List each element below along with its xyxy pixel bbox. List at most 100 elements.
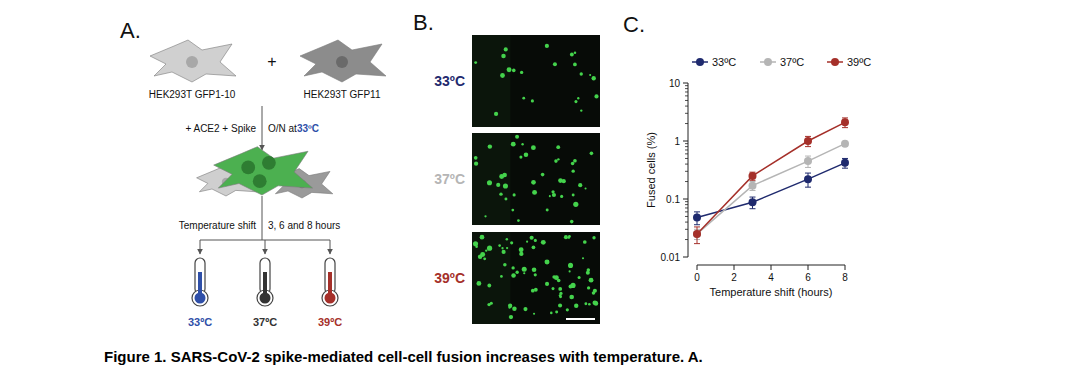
data-point — [749, 198, 757, 206]
error-bar — [750, 182, 756, 191]
y-axis-title: Fused cells (%) — [645, 132, 657, 208]
micrograph — [472, 133, 600, 225]
data-point — [693, 230, 701, 238]
fluorescent-cell — [589, 74, 591, 76]
fluorescent-cell — [512, 307, 516, 311]
fluorescent-cell — [531, 289, 535, 293]
fluorescent-cell — [519, 247, 524, 252]
fluorescent-cell — [504, 197, 507, 200]
fluorescent-cell — [524, 152, 529, 157]
fluorescent-cell — [578, 276, 581, 279]
data-point — [841, 140, 849, 148]
fluorescent-cell — [549, 195, 551, 197]
error-bar — [750, 172, 756, 180]
fluorescent-cell — [531, 145, 536, 150]
fluorescent-cell — [522, 97, 525, 100]
plus-sign: + — [267, 53, 276, 70]
x-tick-label: 8 — [842, 272, 848, 283]
legend-marker — [764, 58, 772, 66]
data-point — [693, 213, 701, 221]
cell-gfp1-10-nucleus — [186, 56, 198, 68]
fluorescent-cell — [564, 235, 568, 239]
y-tick-label: 10 — [669, 78, 681, 89]
fluorescent-cell — [552, 287, 555, 290]
thermometer-fill — [328, 272, 332, 296]
fluorescent-cell — [508, 304, 512, 308]
fluorescent-cell — [515, 271, 518, 274]
legend-label: 33ºC — [712, 56, 736, 68]
fluorescent-cell — [480, 235, 485, 240]
cell-gfp1-10 — [150, 40, 236, 82]
x-tick-label: 0 — [694, 272, 700, 283]
y-minor-tick — [685, 100, 688, 101]
y-tick — [683, 141, 688, 142]
panel-letter: C. — [623, 12, 645, 37]
fluorescent-cell — [534, 239, 537, 242]
error-bar — [750, 197, 756, 209]
fluorescent-cell — [592, 236, 595, 239]
fluorescent-cell — [568, 235, 571, 238]
fluorescent-cell — [574, 100, 577, 103]
fluorescent-cell — [506, 238, 509, 241]
legend-label: 39ºC — [847, 56, 871, 68]
arrow — [330, 240, 331, 254]
fluorescent-cell — [569, 270, 571, 272]
fluorescent-cell — [512, 69, 516, 73]
legend-label: 37ºC — [780, 56, 804, 68]
x-tick-label: 2 — [731, 272, 737, 283]
micrograph-shade — [472, 35, 510, 127]
fluorescent-cell — [474, 61, 477, 64]
y-minor-tick — [685, 149, 688, 150]
page: {"figure": {"caption": "Figure 1. SARS-C… — [0, 0, 1080, 373]
x-tick — [845, 265, 846, 270]
cell-gfp11 — [300, 40, 386, 82]
fluorescent-cell — [550, 312, 553, 315]
fluorescent-cell — [545, 282, 549, 286]
x-tick — [734, 265, 735, 270]
error-bar — [805, 173, 811, 187]
incubation-label: O/N at — [268, 123, 297, 134]
fluorescent-cell — [480, 252, 485, 257]
y-minor-tick — [685, 204, 688, 205]
cell-fused-nucleus — [241, 161, 255, 175]
cell-fused-nucleus — [262, 156, 276, 170]
fluorescent-cell — [571, 169, 574, 172]
fluorescent-cell — [490, 302, 493, 305]
figure: A.HEK293T GFP1-10HEK293T GFP11++ ACE2 + … — [0, 0, 1080, 373]
y-minor-tick — [685, 123, 688, 124]
fluorescent-cell — [546, 208, 549, 211]
micrograph — [472, 35, 600, 127]
fluorescent-cell — [500, 73, 505, 78]
y-minor-tick — [685, 181, 688, 182]
data-point — [693, 230, 701, 238]
y-tick-label: 0.1 — [666, 194, 680, 205]
arrow — [200, 240, 201, 254]
fluorescent-cell — [517, 219, 520, 222]
cell-label: HEK293T GFP1-10 — [149, 89, 236, 100]
fluorescent-cell — [571, 162, 575, 166]
y-tick-label: 1 — [674, 136, 680, 147]
data-point — [749, 182, 757, 190]
fluorescent-cell — [570, 53, 574, 57]
row-label: 39ºC — [434, 270, 465, 286]
fluorescent-cell — [500, 275, 503, 278]
y-minor-tick — [685, 211, 688, 212]
fluorescent-cell — [531, 180, 536, 185]
fluorescent-cell — [515, 135, 519, 139]
series-line — [697, 122, 845, 234]
temperature-label: 33ºC — [188, 316, 212, 328]
y-minor-tick — [685, 113, 688, 114]
panel-letter: B. — [413, 10, 434, 35]
thermometer-bulb-fill — [195, 293, 206, 304]
fluorescent-cell — [574, 304, 578, 308]
fluorescent-cell — [573, 159, 577, 163]
fluorescent-cell — [553, 62, 557, 66]
y-minor-tick — [685, 158, 688, 159]
micrograph-shade — [472, 133, 510, 225]
fluorescent-cell — [488, 144, 492, 148]
series-line — [697, 144, 845, 234]
fluorescent-cell — [555, 311, 558, 314]
row-label: 33ºC — [434, 73, 465, 89]
fluorescent-cell — [559, 295, 562, 298]
fluorescent-cell — [569, 295, 574, 300]
